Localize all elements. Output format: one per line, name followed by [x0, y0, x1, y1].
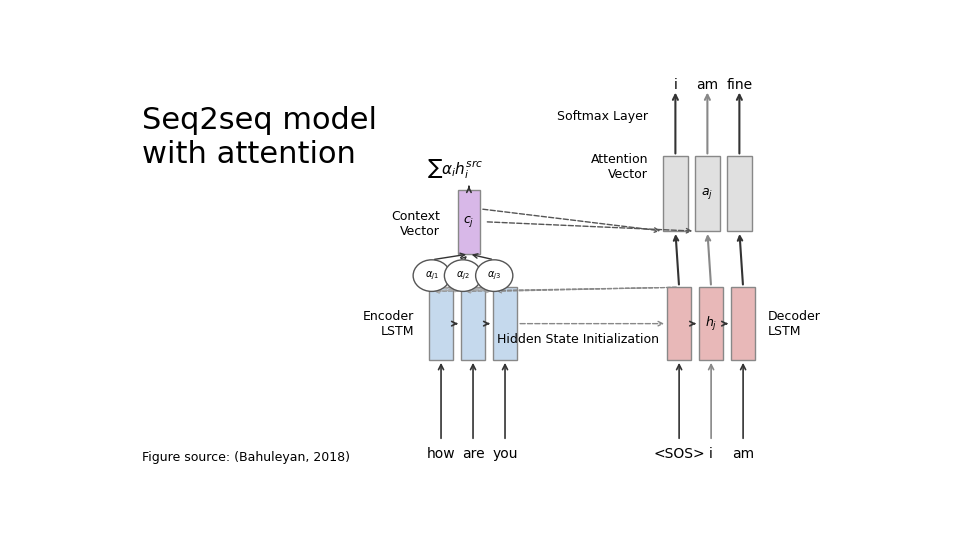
Text: Softmax Layer: Softmax Layer — [557, 110, 648, 123]
Text: $h_j$: $h_j$ — [705, 315, 717, 333]
Text: you: you — [492, 447, 517, 461]
Text: $a_j$: $a_j$ — [702, 186, 713, 201]
Bar — [663, 156, 687, 231]
Text: $\alpha_{j3}$: $\alpha_{j3}$ — [487, 269, 501, 282]
Text: <SOS>: <SOS> — [654, 447, 705, 461]
Text: am: am — [696, 78, 718, 92]
Text: Hidden State Initialization: Hidden State Initialization — [496, 333, 659, 346]
Bar — [492, 287, 517, 360]
Bar — [429, 287, 453, 360]
Bar — [731, 287, 756, 360]
Text: fine: fine — [727, 78, 753, 92]
Text: i: i — [709, 447, 713, 461]
Text: how: how — [427, 447, 455, 461]
Text: Seq2seq model
with attention: Seq2seq model with attention — [142, 106, 377, 169]
Text: Context
Vector: Context Vector — [391, 210, 440, 238]
Text: $\sum \alpha_i h_i^{src}$: $\sum \alpha_i h_i^{src}$ — [426, 158, 483, 181]
Text: Attention
Vector: Attention Vector — [590, 153, 648, 181]
Text: Figure source: (Bahuleyan, 2018): Figure source: (Bahuleyan, 2018) — [142, 451, 350, 464]
Bar — [727, 156, 752, 231]
Text: Encoder
LSTM: Encoder LSTM — [363, 310, 414, 338]
Text: am: am — [732, 447, 755, 461]
Ellipse shape — [413, 260, 450, 292]
Bar — [458, 190, 480, 254]
Text: $\alpha_{j2}$: $\alpha_{j2}$ — [456, 269, 469, 282]
Bar — [699, 287, 724, 360]
Text: i: i — [674, 78, 678, 92]
Bar — [695, 156, 720, 231]
Text: are: are — [462, 447, 485, 461]
Bar — [461, 287, 486, 360]
Ellipse shape — [475, 260, 513, 292]
Text: Decoder
LSTM: Decoder LSTM — [767, 310, 820, 338]
Text: $c_j$: $c_j$ — [464, 214, 474, 230]
Ellipse shape — [444, 260, 482, 292]
Bar — [667, 287, 691, 360]
Text: $\alpha_{j1}$: $\alpha_{j1}$ — [424, 269, 439, 282]
